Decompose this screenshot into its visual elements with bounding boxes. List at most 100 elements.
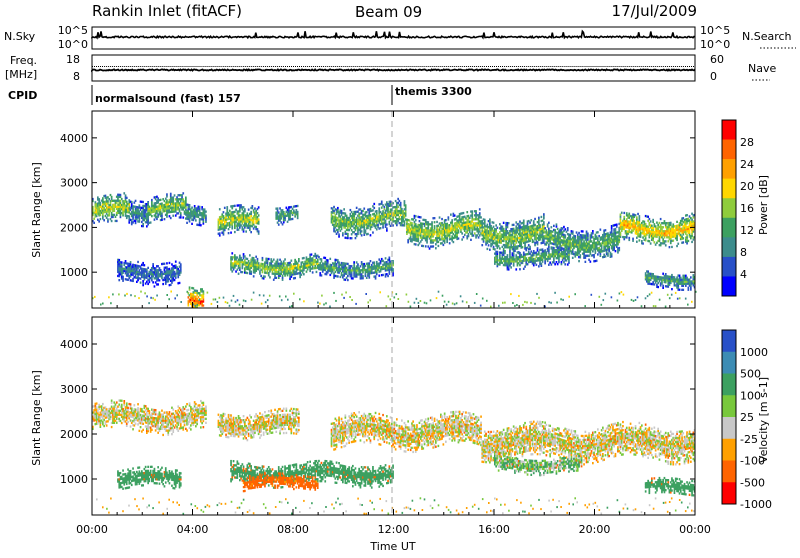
- range-gate-cell: [471, 214, 473, 216]
- range-gate-cell: [572, 251, 574, 253]
- nave-dot: [263, 66, 264, 67]
- range-gate-cell: [270, 258, 272, 260]
- nave-dot: [373, 66, 374, 67]
- range-gate-cell: [312, 271, 314, 273]
- range-gate-cell: [639, 219, 641, 221]
- range-gate-cell: [182, 192, 184, 194]
- range-gate-cell: [341, 228, 343, 230]
- nave-dot: [488, 66, 489, 67]
- range-gate-cell: [366, 277, 368, 279]
- nave-dot: [599, 66, 600, 67]
- range-gate-cell: [351, 265, 353, 267]
- range-gate-cell: [446, 237, 448, 239]
- range-gate-cell: [572, 231, 574, 233]
- nave-dot: [108, 66, 109, 67]
- range-gate-cell: [180, 216, 182, 218]
- nave-dot: [187, 66, 188, 67]
- range-gate-cell: [301, 274, 303, 276]
- range-gate-cell: [250, 271, 252, 273]
- range-gate-cell: [277, 209, 279, 211]
- nave-dot: [253, 66, 254, 67]
- nave-dot: [241, 66, 242, 67]
- nave-dot: [512, 66, 513, 67]
- nave-dot: [432, 66, 433, 67]
- range-gate-cell: [567, 227, 569, 229]
- nave-dot: [568, 66, 569, 67]
- range-gate-cell: [425, 219, 427, 221]
- range-gate-cell: [342, 232, 344, 234]
- range-gate-cell: [185, 199, 187, 201]
- range-gate-cell: [128, 215, 130, 217]
- nave-dot: [170, 66, 171, 67]
- range-gate-cell: [543, 215, 545, 217]
- range-gate-cell: [381, 201, 383, 203]
- range-gate-cell: [244, 255, 246, 257]
- nave-dot: [681, 66, 682, 67]
- range-gate-cell: [495, 230, 497, 232]
- range-gate-cell: [181, 194, 183, 196]
- range-gate-cell: [382, 274, 384, 276]
- range-gate-cell: [205, 221, 207, 223]
- range-gate-cell: [618, 239, 620, 241]
- beam-title: Beam 09: [355, 3, 422, 21]
- range-gate-cell: [228, 232, 230, 234]
- range-gate-cell: [375, 277, 377, 279]
- range-gate-cell: [346, 215, 348, 217]
- range-gate-cell: [611, 229, 613, 231]
- nave-dot: [215, 66, 216, 67]
- range-gate-cell: [132, 217, 134, 219]
- range-gate-cell: [451, 219, 453, 221]
- range-gate-cell: [541, 216, 543, 218]
- range-gate-cell: [543, 239, 545, 241]
- range-gate-cell: [537, 231, 539, 233]
- range-gate-cell: [253, 275, 255, 277]
- range-gate-cell: [135, 222, 137, 224]
- range-gate-cell: [145, 211, 147, 213]
- range-gate-cell: [530, 219, 532, 221]
- range-gate-cell: [118, 279, 120, 281]
- range-gate-cell: [427, 225, 429, 227]
- range-gate-cell: [390, 225, 392, 227]
- range-gate-cell: [294, 215, 296, 217]
- range-gate-cell: [405, 212, 407, 214]
- nave-dot: [572, 66, 573, 67]
- range-gate-cell: [367, 233, 369, 235]
- nave-dot: [317, 66, 318, 67]
- range-gate-cell: [405, 204, 407, 206]
- nave-dot: [655, 66, 656, 67]
- range-gate-cell: [458, 229, 460, 231]
- range-gate-cell: [257, 228, 259, 230]
- range-gate-cell: [151, 199, 153, 201]
- nave-dot: [504, 66, 505, 67]
- range-gate-cell: [337, 209, 339, 211]
- range-gate-cell: [297, 213, 299, 215]
- range-gate-cell: [579, 256, 581, 258]
- range-gate-cell: [534, 244, 536, 246]
- range-gate-cell: [579, 254, 581, 256]
- range-gate-cell: [338, 235, 340, 237]
- range-gate-cell: [385, 275, 387, 277]
- range-gate-cell: [234, 254, 236, 256]
- range-gate-cell: [508, 242, 510, 244]
- range-gate-cell: [600, 229, 602, 231]
- range-gate-cell: [693, 230, 695, 232]
- range-gate-cell: [278, 224, 280, 226]
- range-gate-cell: [151, 215, 153, 217]
- range-gate-cell: [458, 237, 460, 239]
- range-gate-cell: [152, 263, 154, 265]
- range-gate-cell: [280, 217, 282, 219]
- nave-dot: [520, 66, 521, 67]
- nave-dot: [229, 66, 230, 67]
- range-gate-cell: [287, 274, 289, 276]
- nave-dot: [207, 66, 208, 67]
- nave-dot: [649, 66, 650, 67]
- range-gate-cell: [370, 260, 372, 262]
- nave-dot: [476, 66, 477, 67]
- range-gate-cell: [242, 271, 244, 273]
- range-gate-cell: [137, 261, 139, 263]
- range-gate-cell: [336, 265, 338, 267]
- nave-dot: [536, 66, 537, 67]
- range-gate-cell: [230, 268, 232, 270]
- nsky-label: N.Sky: [4, 30, 36, 43]
- nave-dot: [659, 66, 660, 67]
